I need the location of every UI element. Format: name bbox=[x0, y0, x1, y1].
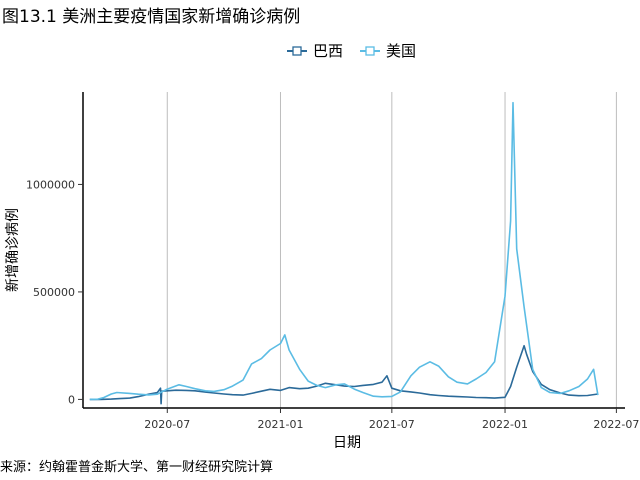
x-axis-title: 日期 bbox=[333, 435, 361, 451]
x-ticks: 2020-07 2021-01 2021-07 2022-01 2022-07 bbox=[144, 408, 639, 431]
y-tick-label-1: 500000 bbox=[33, 286, 75, 299]
legend: 巴西 美国 bbox=[287, 42, 416, 60]
x-tick-label-3: 2022-01 bbox=[482, 418, 528, 431]
legend-label-0: 巴西 bbox=[313, 42, 343, 60]
series-line-1 bbox=[89, 101, 599, 401]
y-tick-label-2: 1000000 bbox=[26, 178, 75, 191]
x-tick-label-4: 2022-07 bbox=[593, 418, 639, 431]
x-tick-label-2: 2021-07 bbox=[369, 418, 415, 431]
figure-source: 来源：约翰霍普金斯大学、第一财经研究院计算 bbox=[0, 460, 274, 475]
grid-lines bbox=[166, 92, 617, 408]
legend-marker-1 bbox=[365, 46, 375, 56]
legend-label-1: 美国 bbox=[386, 42, 416, 60]
legend-marker-0 bbox=[292, 46, 302, 56]
y-ticks: 0 500000 1000000 bbox=[26, 178, 83, 406]
figure-title: 图13.1 美洲主要疫情国家新增确诊病例 bbox=[2, 7, 301, 27]
series-lines bbox=[89, 101, 599, 405]
y-tick-label-0: 0 bbox=[68, 393, 75, 406]
y-axis-title: 新增确诊病例 bbox=[5, 208, 21, 292]
x-tick-label-1: 2021-01 bbox=[257, 418, 303, 431]
series-line-0 bbox=[89, 344, 599, 405]
x-tick-label-0: 2020-07 bbox=[144, 418, 190, 431]
axes bbox=[82, 92, 625, 409]
